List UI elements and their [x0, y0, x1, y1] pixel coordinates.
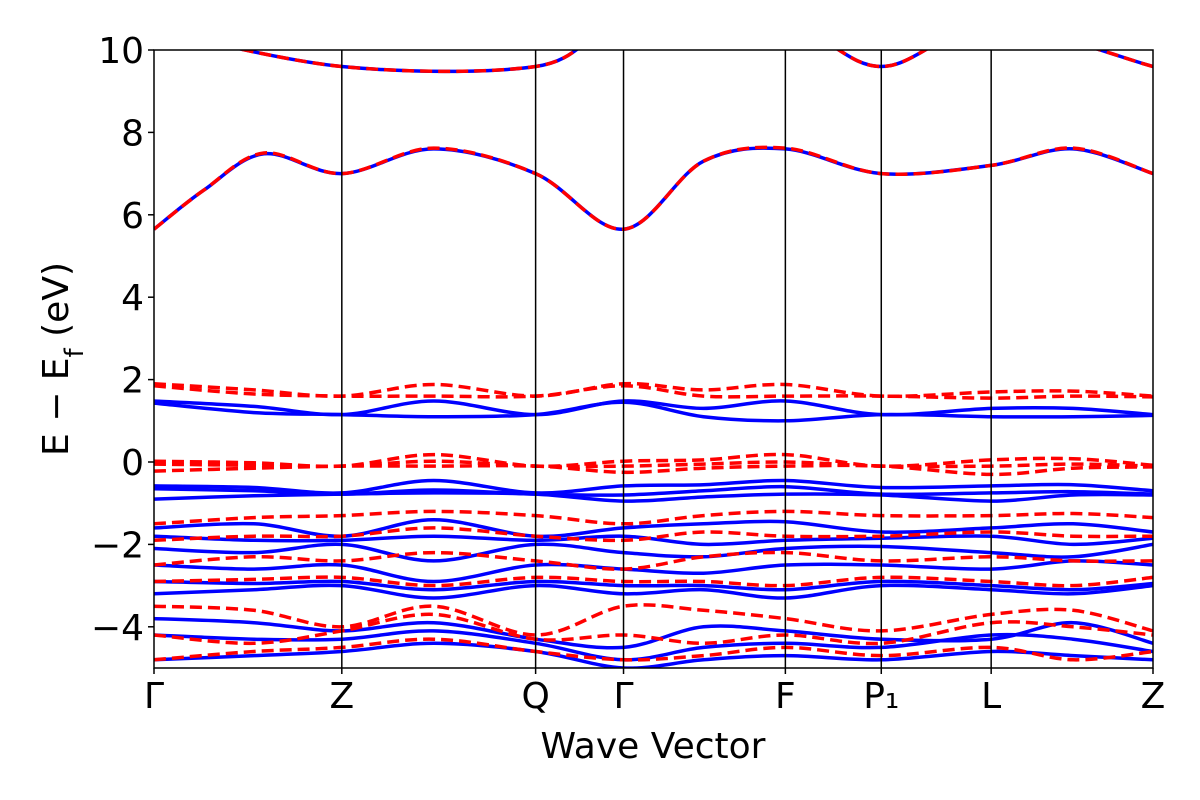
kpoint-lines-group — [341, 50, 992, 668]
solid-bands-group — [154, 50, 1153, 668]
y-tick-label-0: −4 — [91, 608, 144, 649]
solid-band-0 — [154, 146, 1153, 231]
solid-band-9 — [154, 542, 1153, 563]
y-axis-title-unit: (eV) — [36, 262, 77, 348]
x-axis-title: Wave Vector — [541, 726, 766, 767]
solid-band-14 — [154, 629, 1153, 662]
dashed-band-4 — [154, 452, 1153, 469]
x-tick-label-3: Γ — [613, 676, 633, 717]
x-tick-label-2: Q — [521, 676, 549, 717]
solid-band-1 — [236, 50, 1153, 74]
dashed-band-9 — [154, 550, 1153, 571]
dashed-band-13 — [154, 637, 1153, 662]
y-axis-title-subscript: f — [60, 347, 90, 357]
y-axis-title: E − Ef (eV) — [36, 262, 90, 456]
y-tick-label-6: 8 — [121, 113, 144, 154]
dashed-band-7 — [154, 509, 1153, 526]
x-axis-ticks: Γ Z Q Γ F P₁ L Z — [144, 668, 1165, 717]
plot-frame — [153, 49, 1154, 669]
x-tick-label-5: P₁ — [863, 676, 899, 717]
dashed-band-1 — [236, 50, 1153, 74]
y-tick-label-7: 10 — [98, 31, 144, 72]
y-tick-label-4: 4 — [121, 278, 144, 319]
dashed-band-0 — [154, 145, 1153, 231]
x-tick-label-4: F — [775, 676, 796, 717]
y-tick-label-3: 2 — [121, 361, 144, 402]
y-tick-label-2: 0 — [121, 443, 144, 484]
x-tick-label-6: L — [981, 676, 1001, 717]
y-axis-title-main: E − E — [36, 357, 77, 456]
y-axis-ticks: −4 −2 0 2 4 6 8 10 — [91, 31, 154, 649]
x-tick-label-1: Z — [329, 676, 354, 717]
x-tick-label-0: Γ — [144, 676, 164, 717]
y-tick-label-1: −2 — [91, 525, 144, 566]
dashed-bands-group — [154, 50, 1153, 662]
x-tick-label-7: Z — [1141, 676, 1166, 717]
dashed-band-11 — [154, 603, 1153, 637]
y-tick-label-5: 6 — [121, 196, 144, 237]
